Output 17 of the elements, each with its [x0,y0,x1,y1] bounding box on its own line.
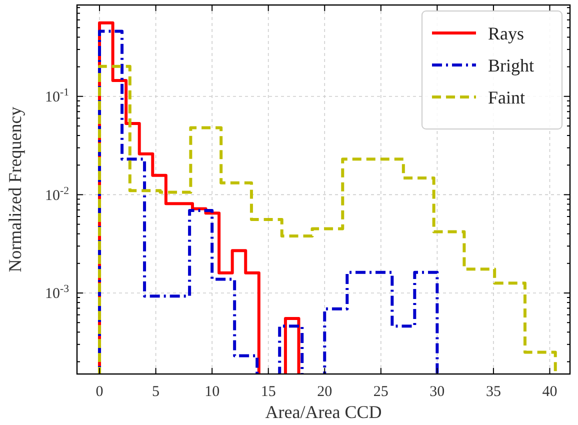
legend-label: Faint [488,87,526,108]
legend-label: Rays [488,23,524,44]
x-tick-label: 5 [152,384,160,400]
x-tick-label: 20 [317,384,332,400]
x-tick-label: 35 [486,384,501,400]
x-tick-label: 10 [204,384,220,400]
x-tick-label: 15 [260,384,276,400]
x-tick-label: 0 [96,384,104,400]
x-axis-title: Area/Area CCD [265,402,382,422]
y-tick-label: 10$^{-3}$ [45,283,69,302]
y-tick-label: 10$^{-1}$ [45,86,69,106]
y-axis-title: Normalized Frequency [5,106,25,272]
y-tick-label: 10$^{-2}$ [45,184,69,204]
x-tick-label: 40 [542,384,558,400]
legend-label: Bright [488,55,534,76]
x-tick-label: 25 [373,384,388,400]
x-tick-label: 30 [430,384,445,400]
